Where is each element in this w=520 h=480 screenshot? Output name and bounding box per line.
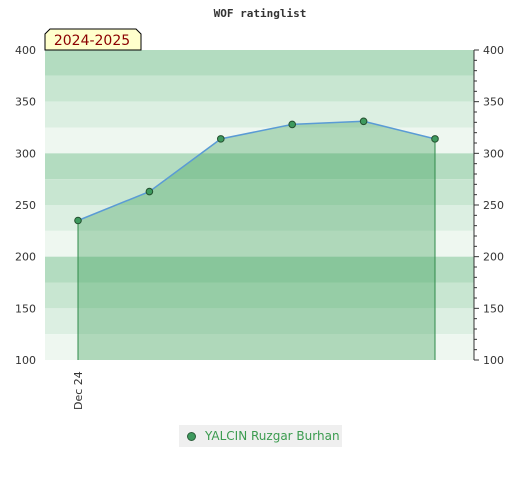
chart-title: WOF ratinglist [214,7,307,20]
y-tick-label-right: 100 [483,354,504,367]
series-line [77,120,436,222]
y-tick-label-left: 150 [15,302,36,315]
data-point [145,187,154,196]
rating-area [77,121,436,360]
y-tick-label-left: 200 [15,251,36,264]
area-fill [78,121,435,360]
background-band [45,179,474,205]
x-tick-label: Dec 24 [72,371,85,410]
background-bands [45,50,474,360]
y-tick-label-left: 100 [15,354,36,367]
background-band [45,75,474,102]
data-point [217,135,225,143]
y-tick-label-right: 200 [483,251,504,264]
y-axis-left: 100 150 200 250 300 350 400 [15,44,36,367]
y-axis-right: 100 150 200 250 300 350 400 [473,44,504,367]
background-band [45,230,474,257]
background-band [45,308,474,335]
legend-label: YALCIN Ruzgar Burhan [205,429,340,443]
season-badge-box [44,28,142,51]
data-point [359,117,368,126]
background-band [45,334,474,360]
background-band [45,282,474,309]
data-point [288,120,297,129]
legend-marker [187,431,196,441]
y-tick-label-left: 400 [15,44,36,57]
chart-legend: YALCIN Ruzgar Burhan [179,425,342,447]
y-tick-label-right: 400 [483,44,504,57]
y-tick-label-left: 300 [15,147,36,160]
background-band [45,256,474,283]
data-point [431,135,439,143]
season-badge: 2024-2025 [44,28,142,51]
y-tick-label-left: 350 [15,96,36,109]
background-band [45,127,474,154]
y-tick-label-left: 250 [15,199,36,212]
y-tick-label-right: 250 [483,199,504,212]
data-point [74,216,82,225]
x-axis: Dec 24 [72,371,85,410]
background-band [45,205,474,231]
y-tick-label-right: 300 [483,147,504,160]
data-points [74,117,439,225]
y-tick-label-right: 350 [483,96,504,109]
rating-line [77,120,436,222]
y-tick-label-right: 150 [483,302,504,315]
season-label: 2024-2025 [54,33,130,49]
background-band [45,50,474,76]
background-band [45,153,474,180]
background-band [45,101,474,128]
